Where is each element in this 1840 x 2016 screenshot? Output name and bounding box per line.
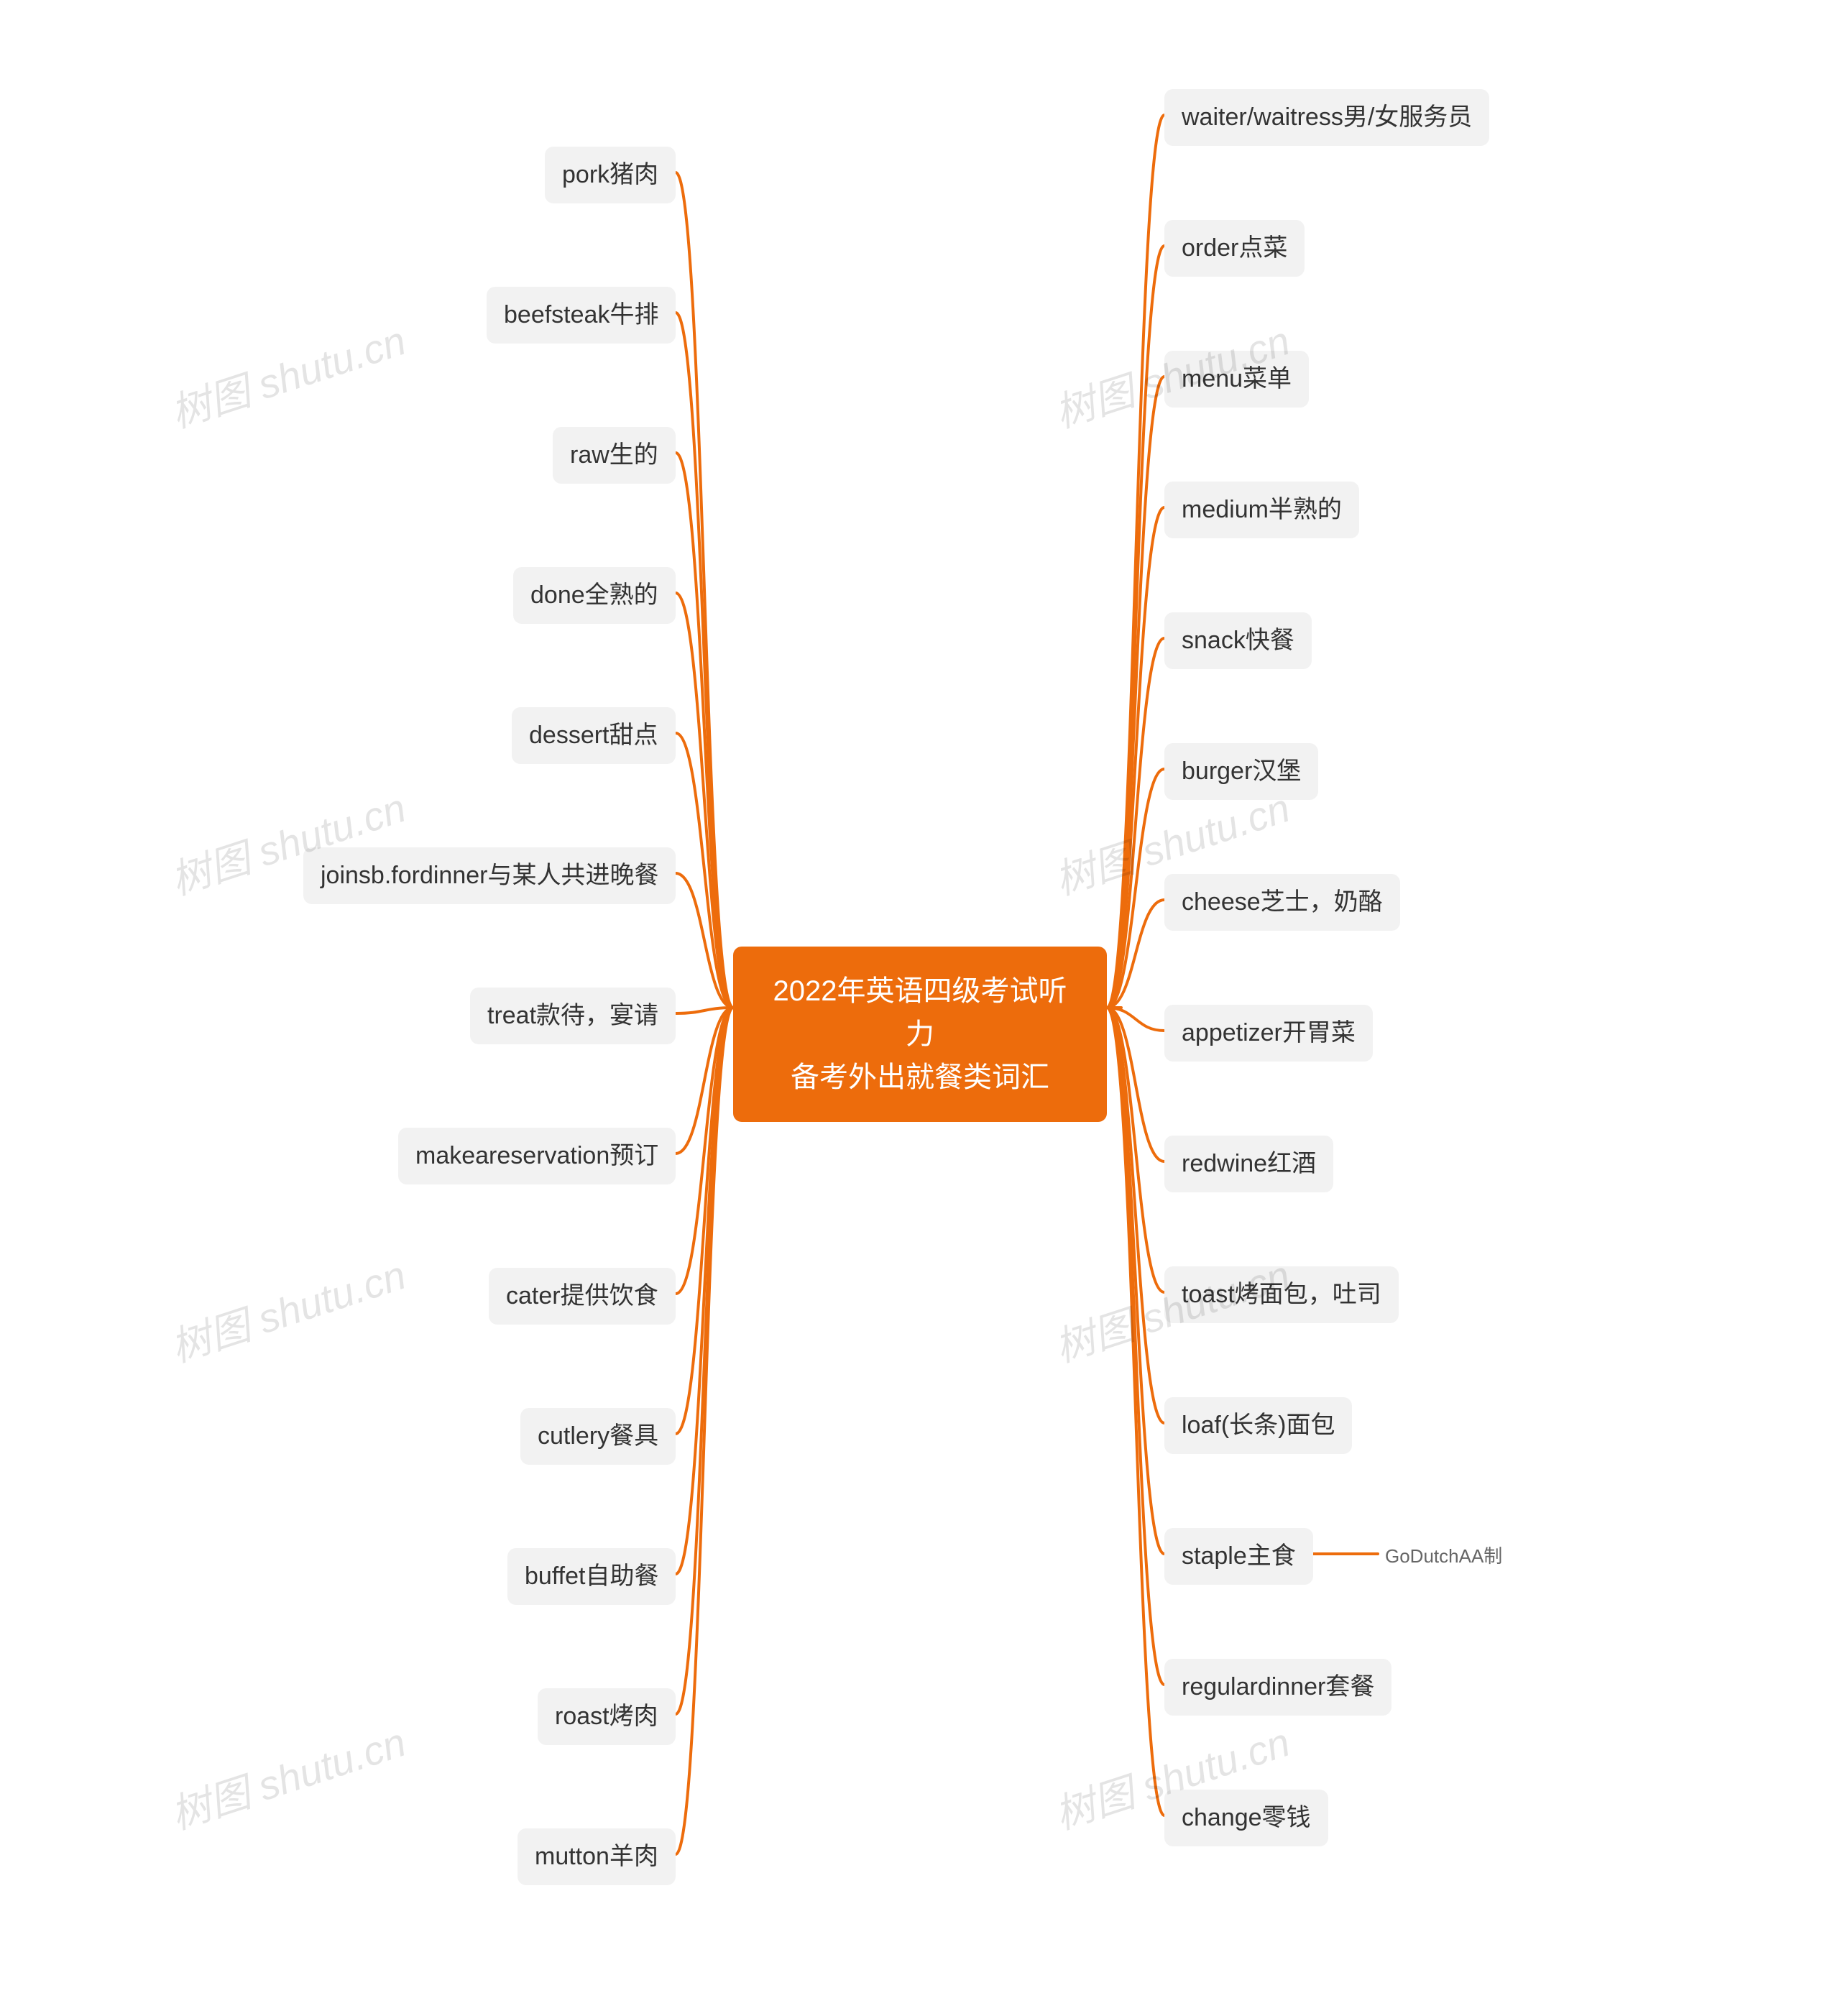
right-node-label-9: toast烤面包，吐司 — [1182, 1276, 1381, 1313]
right-node-8: redwine红酒 — [1164, 1136, 1333, 1192]
right-node-label-7: appetizer开胃菜 — [1182, 1015, 1356, 1051]
right-node-5: burger汉堡 — [1164, 743, 1318, 800]
right-node-label-3: medium半熟的 — [1182, 492, 1342, 528]
left-node-label-4: dessert甜点 — [529, 717, 658, 754]
right-node-label-5: burger汉堡 — [1182, 753, 1301, 790]
right-node-label-13: change零钱 — [1182, 1800, 1311, 1836]
left-node-1: beefsteak牛排 — [487, 287, 676, 344]
right-node-3: medium半熟的 — [1164, 482, 1359, 538]
right-node-label-8: redwine红酒 — [1182, 1146, 1316, 1182]
left-node-label-9: cutlery餐具 — [538, 1418, 658, 1455]
left-node-7: makeareservation预订 — [398, 1128, 676, 1184]
right-node-10: loaf(长条)面包 — [1164, 1397, 1352, 1454]
right-node-12: regulardinner套餐 — [1164, 1659, 1392, 1716]
right-node-label-1: order点菜 — [1182, 230, 1287, 267]
right-node-label-6: cheese芝士，奶酪 — [1182, 884, 1383, 921]
right-node-label-4: snack快餐 — [1182, 622, 1294, 659]
right-node-label-2: menu菜单 — [1182, 361, 1292, 397]
right-node-7: appetizer开胃菜 — [1164, 1005, 1373, 1062]
left-node-label-1: beefsteak牛排 — [504, 297, 658, 333]
left-node-0: pork猪肉 — [545, 147, 676, 203]
left-node-label-12: mutton羊肉 — [535, 1838, 658, 1875]
left-node-6: treat款待，宴请 — [470, 988, 676, 1044]
left-node-8: cater提供饮食 — [489, 1268, 676, 1325]
right-node-label-10: loaf(长条)面包 — [1182, 1407, 1335, 1444]
left-node-10: buffet自助餐 — [507, 1548, 676, 1605]
right-node-1: order点菜 — [1164, 220, 1305, 277]
left-node-label-11: roast烤肉 — [555, 1698, 658, 1735]
root-title-line1: 2022年英语四级考试听力 — [762, 970, 1078, 1056]
left-node-3: done全熟的 — [513, 567, 676, 624]
right-node-label-11: staple主食 — [1182, 1538, 1296, 1575]
right-node-0: waiter/waitress男/女服务员 — [1164, 89, 1489, 146]
right-node-label-12: regulardinner套餐 — [1182, 1669, 1374, 1706]
right-node-4: snack快餐 — [1164, 612, 1312, 669]
left-node-label-6: treat款待，宴请 — [487, 998, 658, 1034]
left-node-12: mutton羊肉 — [518, 1828, 676, 1885]
right-node-2: menu菜单 — [1164, 351, 1309, 408]
left-node-label-7: makeareservation预订 — [415, 1138, 658, 1174]
left-node-label-3: done全熟的 — [530, 577, 658, 614]
left-node-label-0: pork猪肉 — [562, 157, 658, 193]
left-node-label-2: raw生的 — [570, 437, 658, 474]
right-subnode-label-11-0: GoDutchAA制 — [1385, 1542, 1502, 1570]
left-node-2: raw生的 — [553, 427, 676, 484]
left-node-11: roast烤肉 — [538, 1688, 676, 1745]
root-node: 2022年英语四级考试听力备考外出就餐类词汇 — [733, 947, 1107, 1122]
right-node-13: change零钱 — [1164, 1790, 1328, 1846]
right-node-6: cheese芝士，奶酪 — [1164, 874, 1400, 931]
left-node-4: dessert甜点 — [512, 707, 676, 764]
right-node-11: staple主食 — [1164, 1528, 1313, 1585]
left-node-label-10: buffet自助餐 — [525, 1558, 658, 1595]
right-node-9: toast烤面包，吐司 — [1164, 1266, 1399, 1323]
left-node-label-5: joinsb.fordinner与某人共进晚餐 — [321, 857, 658, 894]
left-node-5: joinsb.fordinner与某人共进晚餐 — [303, 847, 676, 904]
right-node-label-0: waiter/waitress男/女服务员 — [1182, 99, 1472, 136]
left-node-9: cutlery餐具 — [520, 1408, 676, 1465]
root-title-line2: 备考外出就餐类词汇 — [791, 1056, 1049, 1099]
right-subnode-11-0: GoDutchAA制 — [1378, 1538, 1509, 1575]
left-node-label-8: cater提供饮食 — [506, 1278, 658, 1315]
